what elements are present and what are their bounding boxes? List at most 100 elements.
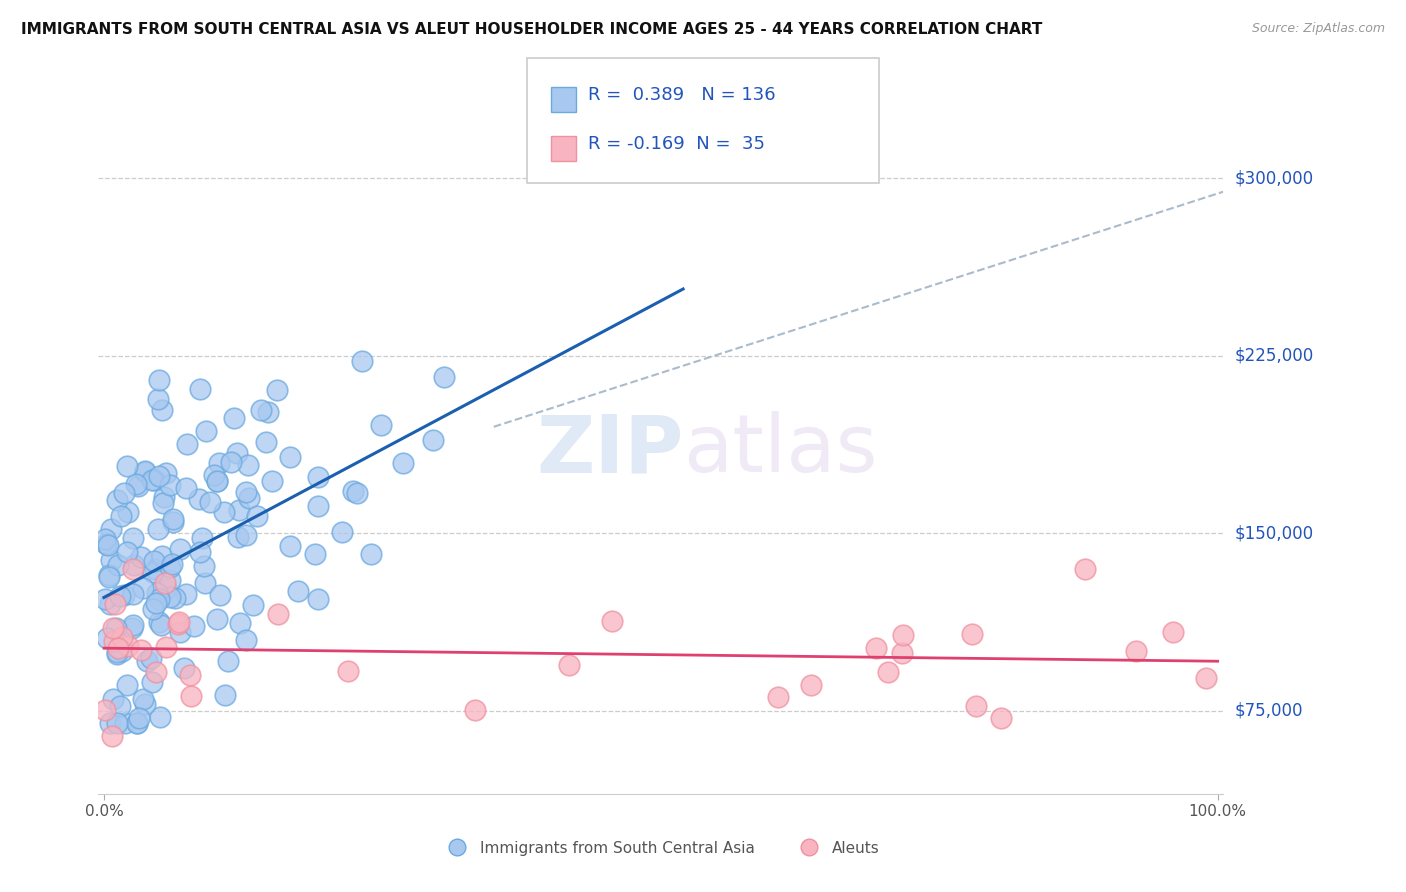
Point xyxy=(1161,625,1184,640)
Point xyxy=(876,665,898,679)
Point xyxy=(193,559,215,574)
Point xyxy=(105,647,128,661)
Point xyxy=(115,458,138,473)
Point xyxy=(336,664,359,678)
Point xyxy=(149,710,172,724)
Text: $75,000: $75,000 xyxy=(1234,702,1303,720)
Point xyxy=(155,582,177,596)
Text: $300,000: $300,000 xyxy=(1234,169,1313,187)
Point xyxy=(360,547,382,561)
Point xyxy=(167,615,190,629)
Text: $150,000: $150,000 xyxy=(1234,524,1313,542)
Point xyxy=(180,690,202,704)
Point xyxy=(134,697,156,711)
Point xyxy=(163,591,186,605)
Point xyxy=(307,470,329,484)
Point xyxy=(1195,671,1218,685)
Point xyxy=(235,632,257,647)
Point xyxy=(100,553,122,567)
Point xyxy=(342,483,364,498)
Point xyxy=(128,711,150,725)
Point xyxy=(159,573,181,587)
Point xyxy=(188,545,211,559)
Point xyxy=(97,538,120,552)
Point xyxy=(117,544,139,558)
Point xyxy=(105,621,128,635)
Point xyxy=(111,630,134,644)
Point xyxy=(287,584,309,599)
Point xyxy=(169,541,191,556)
Point xyxy=(960,627,983,641)
Point xyxy=(117,640,139,654)
Point xyxy=(370,417,392,432)
Point xyxy=(107,558,129,573)
Point xyxy=(463,703,485,717)
Point xyxy=(112,588,135,602)
Point xyxy=(224,411,246,425)
Point xyxy=(307,499,329,513)
Point xyxy=(146,586,169,600)
Point xyxy=(112,486,135,500)
Point xyxy=(891,646,914,660)
Point xyxy=(125,715,148,730)
Point xyxy=(214,505,236,519)
Point xyxy=(134,465,156,479)
Point xyxy=(966,699,988,714)
Point xyxy=(150,402,173,417)
Point xyxy=(121,587,143,601)
Point xyxy=(221,455,243,469)
Point xyxy=(214,688,236,702)
Point xyxy=(132,692,155,706)
Point xyxy=(104,597,127,611)
Point xyxy=(155,466,177,480)
Point xyxy=(236,458,259,472)
Point xyxy=(766,690,789,705)
Text: R =  0.389   N = 136: R = 0.389 N = 136 xyxy=(588,86,775,103)
Point xyxy=(278,539,301,553)
Point xyxy=(125,715,148,730)
Point xyxy=(110,508,132,523)
Point xyxy=(121,618,143,632)
Point xyxy=(558,658,581,673)
Point xyxy=(228,503,250,517)
Point xyxy=(159,559,181,574)
Point xyxy=(146,392,169,406)
Point xyxy=(141,674,163,689)
Text: ZIP: ZIP xyxy=(536,411,683,490)
Point xyxy=(266,383,288,397)
Point xyxy=(167,617,190,632)
Point xyxy=(229,616,252,631)
Point xyxy=(145,596,167,610)
Point xyxy=(225,446,247,460)
Point xyxy=(346,486,368,500)
Point xyxy=(155,640,177,654)
Text: atlas: atlas xyxy=(683,411,877,490)
Point xyxy=(150,549,173,563)
Point xyxy=(96,631,118,645)
Point xyxy=(125,476,148,491)
Point xyxy=(202,468,225,483)
Point xyxy=(148,374,170,388)
Point xyxy=(146,522,169,536)
Point xyxy=(97,568,120,582)
Point xyxy=(238,491,260,505)
Point xyxy=(121,621,143,635)
Point xyxy=(132,582,155,596)
Point xyxy=(142,473,165,487)
Point xyxy=(122,562,145,576)
Point xyxy=(127,479,149,493)
Point xyxy=(108,698,131,713)
Point xyxy=(98,715,121,730)
Point xyxy=(117,505,139,519)
Point xyxy=(141,651,163,665)
Point xyxy=(173,661,195,675)
Point xyxy=(145,665,167,679)
Point xyxy=(433,370,456,384)
Point xyxy=(208,588,231,602)
Point xyxy=(183,618,205,632)
Point xyxy=(307,591,329,606)
Point xyxy=(1074,562,1097,576)
Legend: Immigrants from South Central Asia, Aleuts: Immigrants from South Central Asia, Aleu… xyxy=(436,835,886,862)
Point xyxy=(176,437,198,451)
Text: Source: ZipAtlas.com: Source: ZipAtlas.com xyxy=(1251,22,1385,36)
